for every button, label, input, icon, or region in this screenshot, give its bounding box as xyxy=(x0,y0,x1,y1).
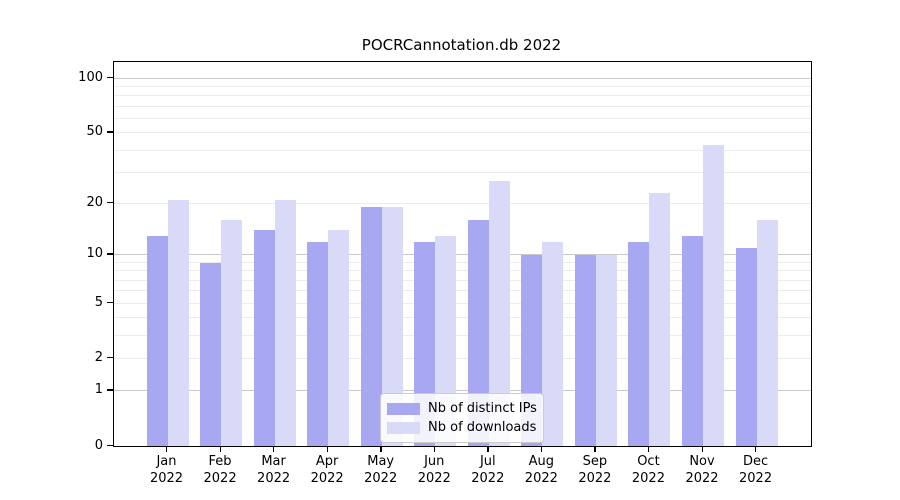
gridline-minor xyxy=(114,202,811,204)
gridline-minor xyxy=(114,149,811,151)
gridline-minor xyxy=(114,132,811,134)
y-tick-mark xyxy=(107,356,113,359)
x-tick-label: Oct 2022 xyxy=(631,454,665,486)
bar-nb-of-downloads-nov xyxy=(703,144,724,446)
x-tick-mark xyxy=(219,446,221,452)
gridline-minor xyxy=(114,357,811,359)
gridline-minor xyxy=(114,270,811,272)
y-tick-label: 20 xyxy=(86,194,103,210)
y-tick-label: 0 xyxy=(94,437,103,453)
bar-nb-of-downloads-apr xyxy=(328,230,350,446)
legend-row-distinct-ips: Nb of distinct IPs xyxy=(387,399,537,418)
y-tick-label: 10 xyxy=(86,246,103,262)
y-tick-label: 2 xyxy=(94,349,103,365)
y-tick-label: 50 xyxy=(86,124,103,140)
x-tick-label: Jul 2022 xyxy=(471,454,505,486)
x-tick-mark xyxy=(540,446,543,452)
gridline-minor xyxy=(114,290,811,292)
legend-label-distinct-ips: Nb of distinct IPs xyxy=(428,401,537,416)
bar-nb-of-downloads-aug xyxy=(542,241,564,446)
bar-nb-of-downloads-may xyxy=(381,207,403,446)
x-tick-label: Sep 2022 xyxy=(578,454,612,486)
x-tick-label: Jun 2022 xyxy=(417,454,451,486)
y-tick-label: 5 xyxy=(94,294,103,310)
bar-nb-of-downloads-mar xyxy=(274,199,296,446)
y-tick-mark xyxy=(107,389,113,391)
gridline-minor xyxy=(114,118,811,119)
gridline-minor xyxy=(114,86,811,88)
gridline-minor xyxy=(114,105,811,107)
x-tick-label: Jan 2022 xyxy=(149,454,184,486)
bar-nb-of-distinct-ips-dec xyxy=(735,248,757,446)
x-tick-mark xyxy=(701,446,703,452)
y-tick-mark xyxy=(107,76,113,79)
x-tick-label: Apr 2022 xyxy=(310,454,344,486)
gridline-minor xyxy=(114,302,811,304)
gridline-minor xyxy=(114,335,811,337)
x-tick-label: Nov 2022 xyxy=(685,454,719,486)
bar-nb-of-downloads-sep xyxy=(595,254,617,446)
x-tick-label: Feb 2022 xyxy=(203,454,237,486)
bar-nb-of-downloads-jul xyxy=(488,180,510,446)
x-tick-label: Dec 2022 xyxy=(739,454,773,486)
gridline-minor xyxy=(114,95,811,97)
bar-nb-of-distinct-ips-jul xyxy=(467,220,489,446)
x-tick-mark xyxy=(273,446,275,452)
gridline-major xyxy=(114,254,811,256)
y-tick-label: 1 xyxy=(94,382,103,398)
bar-nb-of-distinct-ips-oct xyxy=(628,241,650,446)
bar-nb-of-distinct-ips-mar xyxy=(253,230,275,446)
y-tick-mark xyxy=(107,301,113,304)
gridline-major xyxy=(114,77,811,79)
y-tick-mark xyxy=(107,201,113,204)
bar-nb-of-distinct-ips-sep xyxy=(574,254,596,446)
bar-nb-of-downloads-oct xyxy=(649,192,671,446)
legend-swatch-distinct-ips xyxy=(387,402,420,415)
y-tick-mark xyxy=(107,444,113,446)
x-tick-label: May 2022 xyxy=(364,454,398,486)
x-tick-mark xyxy=(166,446,168,452)
bar-nb-of-distinct-ips-jan xyxy=(146,235,168,446)
legend-row-downloads: Nb of downloads xyxy=(387,418,537,437)
x-tick-label: Mar 2022 xyxy=(257,454,291,486)
x-tick-mark xyxy=(755,446,757,452)
x-tick-mark xyxy=(326,446,329,452)
bar-nb-of-distinct-ips-feb xyxy=(200,262,222,446)
x-tick-mark xyxy=(594,446,596,452)
bar-nb-of-downloads-jan xyxy=(167,199,189,446)
x-tick-mark xyxy=(380,446,382,452)
gridline-major xyxy=(114,390,811,392)
y-tick-label: 100 xyxy=(78,69,103,85)
bar-nb-of-distinct-ips-apr xyxy=(307,241,329,446)
chart-title: POCRCannotation.db 2022 xyxy=(361,36,562,54)
legend-swatch-downloads xyxy=(387,421,420,434)
x-tick-mark xyxy=(433,446,436,452)
gridline-minor xyxy=(114,262,811,264)
x-tick-mark xyxy=(487,446,489,452)
plot-area: Nb of distinct IPs Nb of downloads xyxy=(113,61,812,447)
y-tick-mark xyxy=(107,131,113,133)
legend-label-downloads: Nb of downloads xyxy=(428,420,537,435)
bar-nb-of-distinct-ips-nov xyxy=(682,235,703,446)
y-tick-mark xyxy=(107,253,113,255)
x-tick-label: Aug 2022 xyxy=(524,454,558,486)
bar-nb-of-downloads-dec xyxy=(756,220,778,446)
bar-nb-of-distinct-ips-may xyxy=(360,207,382,446)
gridline-minor xyxy=(114,279,811,281)
gridline-minor xyxy=(114,317,811,319)
x-tick-mark xyxy=(647,446,650,452)
legend: Nb of distinct IPs Nb of downloads xyxy=(380,393,544,443)
bar-nb-of-downloads-feb xyxy=(221,220,243,446)
gridline-minor xyxy=(114,171,811,173)
